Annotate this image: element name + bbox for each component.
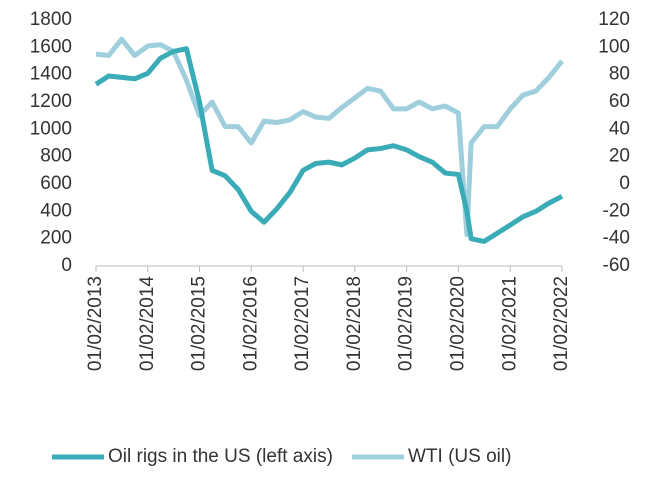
x-tick-label: 01/02/2020 [447,276,468,371]
y-tick-label: 600 [40,173,72,194]
y-tick-label: 1600 [30,36,72,57]
y2-tick-label: 40 [609,118,630,139]
y-tick-label: 400 [40,200,72,221]
y-tick-label: 0 [61,255,72,276]
y-tick-label: 200 [40,228,72,249]
series-line [94,46,564,244]
y2-tick-label: 60 [609,91,630,112]
x-tick-label: 01/02/2019 [396,276,417,371]
y-tick-label: 1400 [30,64,72,85]
y-tick-label: 1000 [30,118,72,139]
x-tick-label: 01/02/2016 [240,276,261,371]
x-tick-label: 01/02/2017 [292,276,313,371]
y-tick-label: 800 [40,146,72,167]
y2-tick-label: -20 [603,200,630,221]
y-tick-label: 1800 [30,9,72,30]
series-line [95,36,564,238]
x-tick-label: 01/02/2015 [189,276,210,371]
y2-tick-label: -40 [603,228,630,249]
x-tick-label: 01/02/2021 [499,276,520,371]
x-tick-label: 01/02/2014 [137,276,158,372]
y2-tick-label: 100 [598,36,630,57]
x-tick-label: 01/02/2018 [344,276,365,371]
legend-label: Oil rigs in the US (left axis) [108,446,333,467]
x-tick-label: 01/02/2013 [85,276,106,371]
legend-label: WTI (US oil) [408,446,511,467]
x-tick-label: 01/02/2022 [551,276,572,371]
y-tick-label: 1200 [30,91,72,112]
y2-tick-label: 120 [598,9,630,30]
y2-tick-label: 20 [609,146,630,167]
y2-tick-label: 0 [619,173,630,194]
y2-tick-label: 80 [609,64,630,85]
y2-tick-label: -60 [603,255,630,276]
